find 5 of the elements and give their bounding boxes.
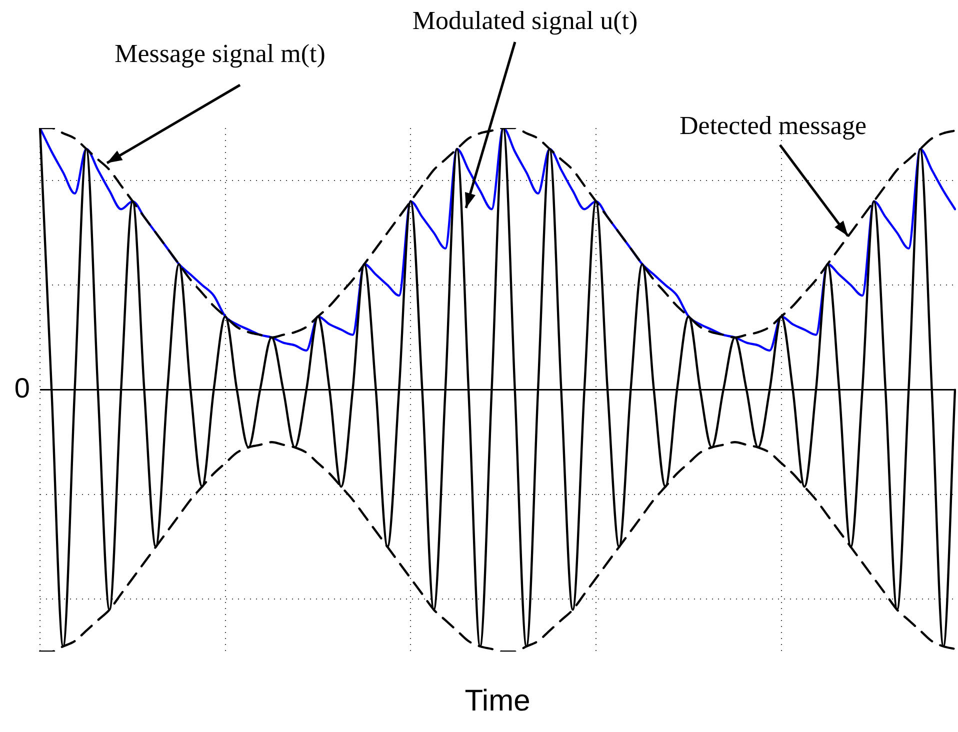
text: Message signal m(t) [114, 38, 326, 68]
x-axis-title: Time [464, 684, 530, 718]
text: Modulated signal u(t) [412, 6, 638, 35]
ref-line-label: 0 [14, 372, 30, 404]
annotation: Detected message [680, 110, 866, 140]
